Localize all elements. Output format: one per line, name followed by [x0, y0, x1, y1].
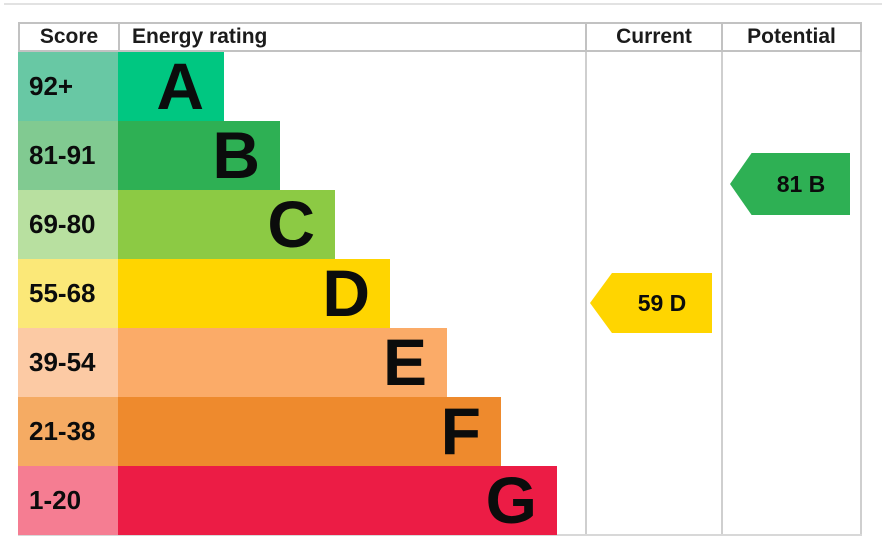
band-bar: C: [118, 190, 335, 259]
band-score-cell: 69-80: [18, 190, 118, 259]
band-bar: F: [118, 397, 501, 466]
current-column-divider: [585, 52, 587, 536]
band-score-cell: 1-20: [18, 466, 118, 535]
band-score-cell: 92+: [18, 52, 118, 121]
header-score: Score: [18, 22, 118, 52]
band-score-cell: 81-91: [18, 121, 118, 190]
right-table-border: [860, 52, 862, 536]
band-score-cell: 39-54: [18, 328, 118, 397]
band-score-cell: 21-38: [18, 397, 118, 466]
band-row: 1-20 G: [0, 466, 886, 535]
header-energy-rating: Energy rating: [118, 22, 585, 52]
band-row: 69-80 C: [0, 190, 886, 259]
band-bar: E: [118, 328, 447, 397]
top-divider: [4, 3, 882, 5]
band-row: 21-38 F: [0, 397, 886, 466]
current-rating-arrow: 59 D: [590, 273, 712, 333]
potential-rating-arrow: 81 B: [730, 153, 850, 215]
potential-rating-label: 81 B: [776, 170, 826, 197]
potential-column-divider: [721, 52, 723, 536]
band-row: 39-54 E: [0, 328, 886, 397]
bottom-table-border: [18, 534, 862, 536]
current-rating-label: 59 D: [637, 289, 687, 316]
band-row: 55-68 D: [0, 259, 886, 328]
header-current: Current: [585, 22, 721, 52]
band-bar: G: [118, 466, 557, 535]
header-potential: Potential: [721, 22, 862, 52]
band-bar: D: [118, 259, 390, 328]
band-row: 81-91 B: [0, 121, 886, 190]
band-bar: B: [118, 121, 280, 190]
band-row: 92+ A: [0, 52, 886, 121]
band-score-cell: 55-68: [18, 259, 118, 328]
band-bar: A: [118, 52, 224, 121]
